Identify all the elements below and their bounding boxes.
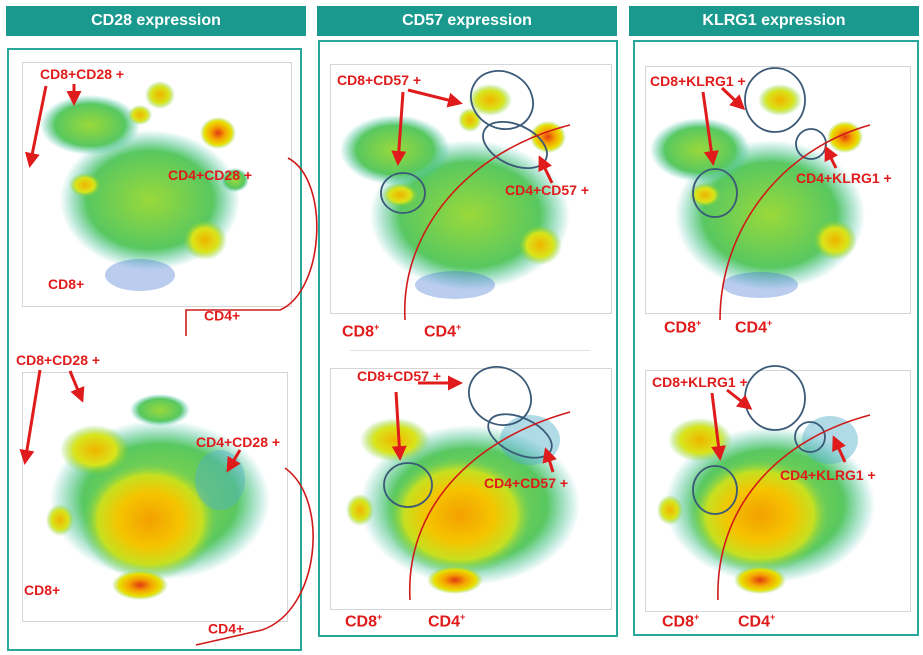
panel-cd57 [318,40,618,637]
gate-klrg1-bottom-cd8 [692,465,738,515]
header-cd28: CD28 expression [6,6,306,36]
label-cd57-bottom-cd4: CD4+ [428,612,465,631]
header-klrg1-title: KLRG1 expression [702,12,846,29]
panel-cd28 [7,48,302,651]
label-cd28-top-cd4pos: CD4+CD28 + [168,167,253,183]
label-cd28-top-cd4-text: CD4+ [204,307,241,324]
arc-cd28-bottom [195,467,314,646]
arrow-klrg1-bottom-c [832,435,847,463]
label-cd57-bottom-cd4-text: CD4 [428,613,461,631]
label-cd57-bottom-cd8pos: CD8+CD57 + [357,368,442,384]
gate-cd57-bottom-cd8 [383,462,433,508]
divider-cd57 [350,350,590,351]
arrow-cd28-bottom-b [68,370,85,403]
gate-klrg1-top-cd4 [795,128,827,160]
label-cd57-top-cd4-text: CD4 [424,323,457,341]
label-cd57-top-cd8: CD8+ [342,322,379,341]
arc-cd57-bottom [409,411,571,601]
label-cd28-bottom-cd4pos: CD4+CD28 + [196,434,281,450]
label-klrg1-bottom-cd8-text: CD8 [662,613,695,631]
gate-klrg1-bottom-pos [744,365,806,431]
gate-cd57-top-pos [470,70,534,130]
label-cd57-top-cd4: CD4+ [424,322,461,341]
label-klrg1-bottom-cd8: CD8+ [662,612,699,631]
label-cd28-top-cd8: CD8+ [48,276,85,292]
gate-cd57-bottom-pos [468,366,532,426]
label-klrg1-top-cd4-sup: + [767,318,773,328]
arrow-klrg1-top-a [720,86,746,111]
label-klrg1-bottom-cd8-sup: + [694,612,700,622]
cluster-map-cd28-top [40,81,249,291]
label-klrg1-top-cd4pos: CD4+KLRG1 + [796,170,892,186]
label-cd28-bottom-cd4: CD4+ [208,620,244,637]
gate-klrg1-bottom-cd4 [794,421,826,453]
cluster-map-cd57-bottom [346,415,580,594]
label-klrg1-top-cd8-text: CD8 [664,319,697,337]
label-cd57-bottom-cd4-sup: + [460,612,466,622]
arrow-klrg1-bottom-a [726,388,753,410]
arrow-cd28-bottom-c [226,449,242,473]
label-cd57-bottom-cd8: CD8+ [345,612,382,631]
header-cd28-title: CD28 expression [91,12,221,29]
label-cd28-bottom-cd8pos: CD8+CD28 + [16,352,101,368]
separation-arcs [185,124,871,646]
label-klrg1-bottom-cd8pos: CD8+KLRG1 + [652,374,748,390]
gate-cd57-top-cd8 [380,172,426,214]
label-cd28-bottom-cd4-text: CD4+ [208,620,245,637]
panel-klrg1 [633,40,919,636]
arc-klrg1-bottom [717,414,871,601]
label-cd57-top-cd8-text: CD8 [342,323,375,341]
label-klrg1-bottom-cd4-sup: + [770,612,776,622]
label-cd28-bottom-cd8: CD8+ [24,582,61,598]
header-cd57-title: CD57 expression [402,12,532,29]
label-klrg1-top-cd8pos: CD8+KLRG1 + [650,73,746,89]
arrow-cd57-top-a [407,88,463,108]
label-cd57-top-cd4-sup: + [456,322,462,332]
label-klrg1-top-cd8-sup: + [696,318,702,328]
label-klrg1-bottom-cd4pos: CD4+KLRG1 + [780,467,876,483]
label-cd57-top-cd8-sup: + [374,322,380,332]
arrow-cd28-top-a [25,85,48,168]
label-cd57-bottom-cd8-text: CD8 [345,613,378,631]
cluster-map-cd57-top [340,84,570,299]
label-cd28-top-cd8pos: CD8+CD28 + [40,66,125,82]
arrow-klrg1-top-b [701,91,719,166]
label-klrg1-bottom-cd4: CD4+ [738,612,775,631]
label-cd57-bottom-cd8-sup: + [377,612,383,622]
cluster-map-klrg1-bottom [657,416,875,594]
cluster-map-klrg1-top [650,84,865,298]
cluster-map-cd28-bottom [46,394,270,600]
arc-cd57-top [404,124,571,321]
arrow-klrg1-bottom-b [710,392,726,461]
gate-klrg1-top-cd8 [692,168,738,218]
header-cd57: CD57 expression [317,6,617,36]
label-cd57-bottom-cd4pos: CD4+CD57 + [484,475,569,491]
header-klrg1: KLRG1 expression [629,6,919,36]
arrow-cd57-bottom-b [391,391,407,461]
label-klrg1-top-cd4-text: CD4 [735,319,768,337]
label-cd57-top-cd4pos: CD4+CD57 + [505,182,590,198]
annotation-arrows [19,84,847,473]
label-klrg1-top-cd4: CD4+ [735,318,772,337]
arrow-cd28-bottom-a [19,369,42,465]
label-klrg1-bottom-cd4-text: CD4 [738,613,771,631]
arrow-cd57-top-c [538,155,554,184]
arrow-klrg1-top-c [824,145,839,169]
label-cd57-top-cd8pos: CD8+CD57 + [337,72,422,88]
arrow-cd57-bottom-c [542,447,557,473]
label-klrg1-top-cd8: CD8+ [664,318,701,337]
arc-cd28-top [185,157,318,336]
label-cd28-top-cd4: CD4+ [204,307,240,324]
arrow-cd57-top-b [391,91,407,166]
arc-klrg1-top [719,124,871,321]
